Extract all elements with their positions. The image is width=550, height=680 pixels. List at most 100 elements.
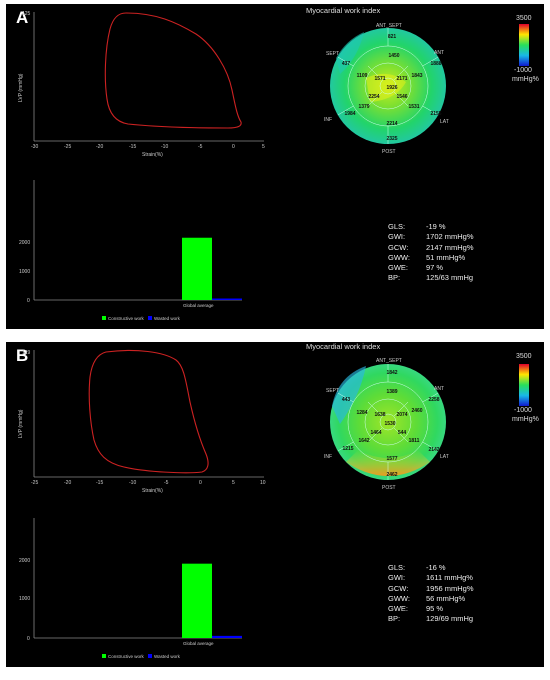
legend-wasted: Wasted work <box>154 316 181 321</box>
pv-loop-curve <box>88 349 209 474</box>
panel-b: B Myocardial work index 129 LVP (mmHg) -… <box>6 342 544 667</box>
segment-value: 1546 <box>396 94 407 100</box>
stat-gls: GLS: -19 % <box>388 222 446 231</box>
wall-label-lat: LAT <box>440 119 449 125</box>
segment-value: 544 <box>398 430 407 436</box>
segment-value: 2325 <box>386 136 397 142</box>
x-tick: -25 <box>64 144 71 150</box>
x-tick: 5 <box>262 144 265 150</box>
global-stats: GLS: -19 % GWI: 1702 mmHg% GCW: 2147 mmHg% … <box>388 222 474 284</box>
panel-a: A Myocardial work index 125 LVP (mmHg) -… <box>6 4 544 329</box>
segment-value: 437 <box>342 61 351 67</box>
segment-value: 2155 <box>430 111 441 117</box>
wall-label-post: POST <box>382 149 396 155</box>
legend-swatch-constructive <box>102 654 106 658</box>
segment-value: 1843 <box>411 73 422 79</box>
segment-value: 1888 <box>430 61 441 67</box>
segment-value: 1450 <box>388 53 399 59</box>
bar-constructive-work <box>182 563 212 638</box>
bar-group <box>182 563 242 638</box>
segment-value: 1642 <box>358 438 369 444</box>
stat-gcw: GCW: 1956 mmHg% <box>388 583 474 593</box>
x-tick: -5 <box>198 144 203 150</box>
x-category-label: Global average <box>183 641 214 646</box>
segment-value: 2258 <box>428 397 439 403</box>
segment-value: 1109 <box>357 73 368 79</box>
bullseye-cool-spot <box>332 366 366 424</box>
ring-apex <box>379 413 397 431</box>
colorbar-min-label: -1000 <box>514 67 532 74</box>
x-tick: -10 <box>161 144 168 150</box>
segment-dividers <box>337 28 439 144</box>
y-tick: 1000 <box>19 596 30 602</box>
legend-constructive: Constructive work <box>108 316 145 321</box>
colorbar <box>519 364 529 406</box>
segment-value: 2462 <box>386 472 397 478</box>
stat-gcw: GCW: 2147 mmHg% <box>388 242 474 252</box>
wall-label-post: POST <box>382 485 396 491</box>
pv-loop-curve <box>104 12 242 129</box>
stat-gwe: GWE: 95 % <box>388 604 444 614</box>
y-axis-label: LVP (mmHg) <box>18 409 24 438</box>
stat-bp: BP: 129/69 mmHg <box>388 614 474 624</box>
x-tick: -15 <box>129 144 136 150</box>
segment-value: 1284 <box>356 410 367 416</box>
y-max-label: 129 <box>22 350 31 356</box>
pv-loop-chart: 125 LVP (mmHg) -30 -25 -20 -15 -10 -5 0 … <box>18 11 265 158</box>
x-category-label: Global average <box>183 303 214 308</box>
x-tick: -20 <box>96 144 103 150</box>
bar-constructive-work <box>182 237 212 300</box>
wall-label-ant-sept: ANT_SEPT <box>376 23 402 29</box>
segment-value: 1811 <box>409 438 420 444</box>
panel-label: B <box>16 346 29 365</box>
stat-gww: GWW: 56 mmHg% <box>388 593 466 603</box>
segment-value: 2254 <box>368 94 379 100</box>
segment-value: 1531 <box>408 104 419 110</box>
wall-label-lat: LAT <box>440 454 449 460</box>
y-tick: 0 <box>27 636 30 642</box>
segment-value: 821 <box>388 34 397 40</box>
wall-label-sept: SEPT <box>326 51 339 57</box>
colorbar-max-label: 3500 <box>516 15 532 22</box>
stat-gww: GWW: 51 mmHg% <box>388 252 466 262</box>
bullseye-cool-spot <box>336 32 364 74</box>
segment-dividers <box>337 364 439 480</box>
segment-value: 1571 <box>374 76 385 82</box>
stat-gls: GLS: -16 % <box>388 563 446 572</box>
segment-value: 2460 <box>411 408 422 414</box>
stat-bp: BP: 125/63 mmHg <box>388 273 474 283</box>
x-tick: -25 <box>31 480 38 486</box>
panel-title: Myocardial work index <box>306 6 381 15</box>
panel-label: A <box>16 8 29 27</box>
x-tick: -10 <box>129 480 136 486</box>
bar-wasted-work <box>212 635 242 638</box>
work-bar-chart: 0 1000 2000 Global average Constructive … <box>19 180 242 321</box>
y-tick: 2000 <box>19 558 30 564</box>
segment-value: 1530 <box>384 421 395 427</box>
pv-loop-chart: 129 LVP (mmHg) -25 -20 -15 -10 -5 0 5 10… <box>18 349 266 494</box>
x-axis-label: Strain(%) <box>142 488 163 494</box>
wall-label-sept: SEPT <box>326 388 339 394</box>
panel-title: Myocardial work index <box>306 342 381 351</box>
colorbar-unit: mmHg% <box>512 416 539 423</box>
global-stats: GLS: -16 % GWI: 1611 mmHg% GCW: 1956 mmHg% … <box>388 563 474 625</box>
y-max-label: 125 <box>22 11 31 17</box>
x-axis-label: Strain(%) <box>142 152 163 158</box>
wall-label-inf: INF <box>324 454 332 460</box>
segment-value: 1577 <box>386 456 397 462</box>
bullseye-plot: ANT_SEPT ANT LAT POST INF SEPT 821 1888 … <box>324 23 449 155</box>
x-tick: -5 <box>164 480 169 486</box>
legend-swatch-wasted <box>148 316 152 320</box>
y-tick: 2000 <box>19 240 30 246</box>
segment-value: 1984 <box>344 111 355 117</box>
ring-apical <box>364 62 412 110</box>
colorbar-min-label: -1000 <box>514 407 532 414</box>
segment-value: 2214 <box>386 121 397 127</box>
x-tick: 5 <box>232 480 235 486</box>
colorbar-unit: mmHg% <box>512 76 539 83</box>
legend-swatch-constructive <box>102 316 106 320</box>
segment-value: 1389 <box>386 389 397 395</box>
segment-value: 1379 <box>358 104 369 110</box>
segment-value: 1842 <box>386 370 397 376</box>
segment-value: 1638 <box>374 412 385 418</box>
